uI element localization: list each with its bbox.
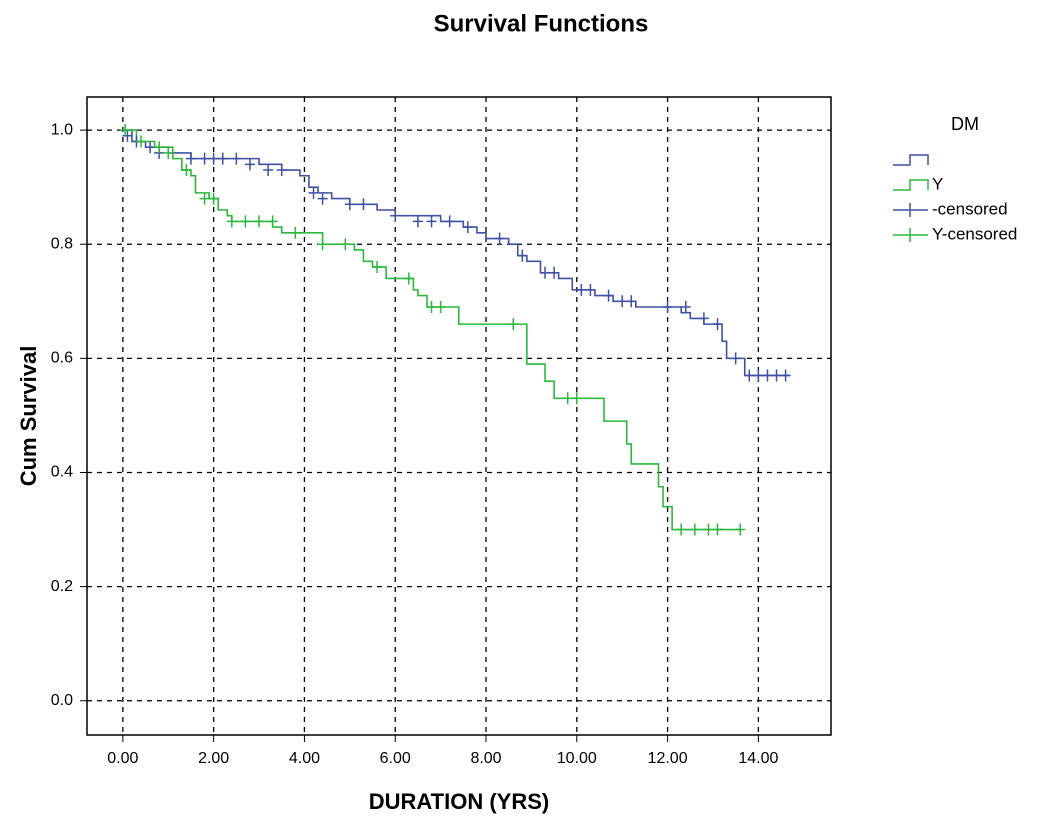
censor-mark [208, 152, 219, 165]
censor-mark [344, 198, 355, 211]
censor-mark [435, 301, 446, 314]
censor-mark [358, 198, 369, 211]
plot-frame [86, 96, 832, 736]
censor-mark [136, 135, 147, 148]
censor-mark [689, 523, 700, 536]
censor-mark [403, 272, 414, 285]
censor-mark [780, 369, 791, 382]
censor-mark [240, 215, 251, 228]
censor-mark [571, 392, 582, 405]
censor-mark [508, 318, 519, 331]
legend-label: -censored [932, 199, 1008, 218]
censor-mark [181, 164, 192, 177]
y-tick-label: 0.4 [51, 464, 73, 481]
legend-label: Y [932, 174, 943, 193]
censor-mark [217, 152, 228, 165]
censor-mark [199, 152, 210, 165]
censor-mark [145, 141, 156, 154]
censor-mark [540, 266, 551, 279]
legend-glyph [893, 228, 928, 242]
legend-glyph [893, 179, 929, 191]
censor-mark [703, 523, 714, 536]
censor-mark [122, 129, 133, 142]
censor-mark [317, 238, 328, 251]
x-axis-label: DURATION (YRS) [369, 789, 549, 814]
censor-mark [154, 141, 165, 154]
censor-mark [680, 301, 691, 314]
censor-mark [549, 266, 560, 279]
censor-mark [163, 146, 174, 159]
censor-mark [263, 164, 274, 177]
censor-mark [617, 295, 628, 308]
censor-mark [771, 369, 782, 382]
censor-mark [462, 221, 473, 234]
censor-mark [753, 369, 764, 382]
y-tick-label: 0.8 [51, 235, 73, 252]
censor-mark [426, 215, 437, 228]
survival-curve [122, 129, 791, 377]
censor-mark [244, 158, 255, 171]
censor-mark [199, 192, 210, 205]
censor-mark [254, 215, 265, 228]
y-tick-label: 1.0 [51, 121, 73, 138]
legend-glyph [893, 203, 928, 217]
x-tick-label: 14.00 [738, 750, 778, 767]
censor-mark [603, 289, 614, 302]
x-tick-label: 4.00 [289, 750, 320, 767]
censor-mark [226, 215, 237, 228]
x-tick-label: 2.00 [198, 750, 229, 767]
censor-mark [662, 301, 673, 314]
censor-mark [730, 352, 741, 365]
legend-title: DM [951, 114, 979, 134]
censor-mark [576, 283, 587, 296]
x-tick-label: 8.00 [470, 750, 501, 767]
censor-mark [276, 164, 287, 177]
censor-mark [735, 523, 746, 536]
censor-mark [340, 238, 351, 251]
censor-mark [494, 232, 505, 245]
censor-mark [626, 295, 637, 308]
censor-mark [762, 369, 773, 382]
censor-mark [412, 215, 423, 228]
x-tick-label: 12.00 [648, 750, 688, 767]
censor-mark [444, 215, 455, 228]
y-tick-label: 0.2 [51, 578, 73, 595]
censor-mark [744, 369, 755, 382]
censor-mark [426, 301, 437, 314]
y-axis-label: Cum Survival [16, 346, 41, 487]
x-tick-label: 6.00 [380, 750, 411, 767]
censor-mark [712, 523, 723, 536]
censor-mark [712, 318, 723, 331]
censor-mark [390, 209, 401, 222]
chart-title: Survival Functions [434, 10, 649, 37]
survival-curve [122, 129, 741, 531]
censor-mark [698, 312, 709, 325]
x-tick-label: 10.00 [557, 750, 597, 767]
censor-mark [308, 186, 319, 199]
censor-mark [267, 215, 278, 228]
y-tick-label: 0.0 [51, 692, 73, 709]
censor-mark [120, 124, 131, 137]
censor-mark [208, 192, 219, 205]
censor-mark [517, 249, 528, 262]
censor-mark [231, 152, 242, 165]
censor-mark [185, 152, 196, 165]
x-tick-label: 0.00 [107, 750, 138, 767]
censor-mark [562, 392, 573, 405]
censor-mark [317, 192, 328, 205]
legend-glyph [893, 154, 929, 166]
legend-label: Y-censored [932, 224, 1017, 243]
censor-mark [372, 261, 383, 274]
y-tick-label: 0.6 [51, 350, 73, 367]
censor-mark [290, 226, 301, 239]
censor-mark [676, 523, 687, 536]
censor-mark [585, 283, 596, 296]
